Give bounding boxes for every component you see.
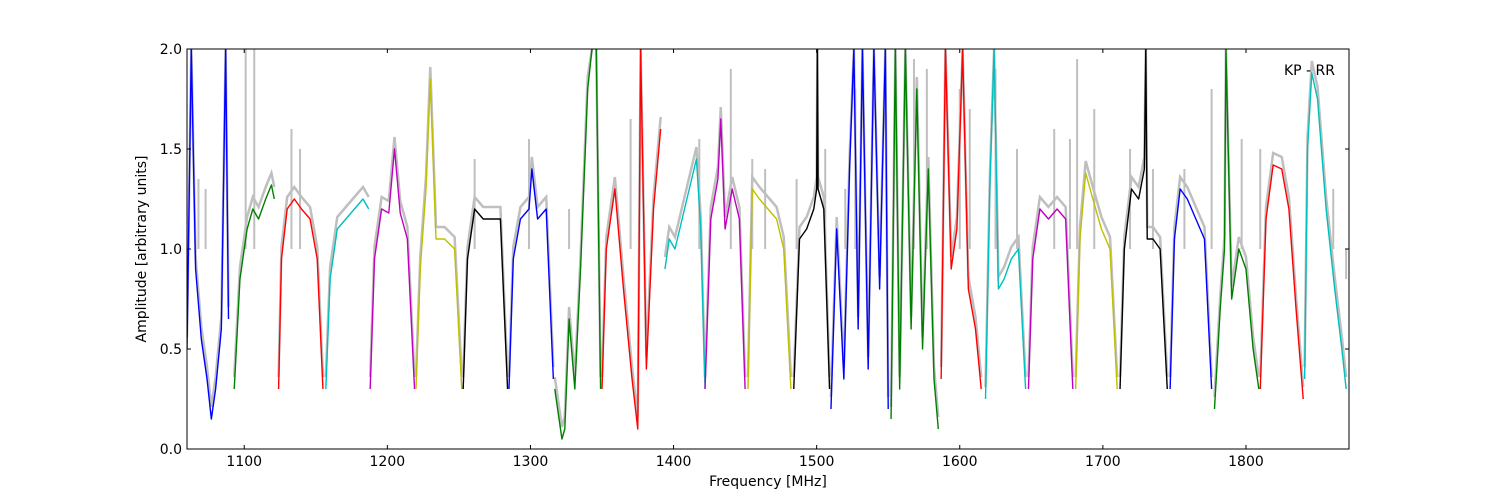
y-tick-label: 1.0 (160, 242, 182, 258)
series-line-24 (1213, 49, 1260, 410)
series-line-14 (747, 188, 792, 390)
x-tick-label: 1500 (799, 454, 835, 470)
reference-trace-segment (324, 184, 370, 378)
reference-trace-segment (703, 106, 747, 378)
series-line-26 (1303, 72, 1347, 390)
reference-trace-segment (1168, 173, 1213, 378)
series-line-19 (984, 49, 1027, 400)
reference-trace-layer (187, 49, 1348, 428)
series-line-4 (325, 198, 370, 390)
series-line-5 (369, 148, 416, 390)
series-line-8 (508, 168, 555, 390)
x-tick-label: 1600 (942, 454, 978, 470)
series-line-7 (462, 208, 509, 390)
series-line-21 (1074, 172, 1118, 390)
series-line-15 (793, 49, 831, 390)
x-axis-label: Frequency [MHz] (709, 474, 827, 490)
plot-annotation: KP - RR (1284, 63, 1335, 79)
series-line-17 (890, 49, 939, 430)
reference-trace-segment (414, 66, 464, 378)
y-axis-label: Amplitude [arbitrary units] (134, 156, 150, 343)
reference-trace-segment (461, 194, 509, 378)
reference-trace-segment (1259, 151, 1305, 388)
series-line-2 (233, 184, 275, 390)
series-line-18 (940, 49, 982, 390)
series-line-6 (415, 78, 463, 390)
reference-trace-segment (507, 156, 555, 378)
reference-trace-segment (277, 184, 325, 378)
reference-trace-segment (746, 173, 793, 378)
reference-trace-segment (984, 49, 1027, 388)
reference-trace-segment (1118, 49, 1169, 378)
series-line-3 (277, 198, 324, 390)
series-line-16 (830, 49, 889, 410)
series-line-20 (1027, 208, 1074, 390)
series-line-10 (595, 49, 602, 390)
series-line-25 (1259, 164, 1304, 400)
series-line-13 (704, 118, 746, 390)
y-tick-label: 1.5 (160, 142, 182, 158)
y-tick-label: 0.0 (160, 442, 182, 458)
x-tick-label: 1300 (513, 454, 549, 470)
series-line-1 (187, 49, 230, 420)
reference-trace-segment (1027, 194, 1075, 378)
series-line-12 (664, 158, 706, 390)
series-layer (187, 49, 1347, 440)
x-tick-label: 1200 (370, 454, 406, 470)
series-line-11 (601, 49, 662, 430)
reference-trace-segment (1074, 160, 1119, 378)
axis-ticks: 1100 1200 1300 1400 1500 1600 1700 1800 0.0 0.5 1.… (160, 42, 1349, 470)
reference-trace-segment (232, 168, 276, 378)
x-tick-label: 1700 (1085, 454, 1121, 470)
x-tick-label: 1800 (1228, 454, 1264, 470)
series-line-9 (554, 49, 593, 440)
series-line-23 (1169, 188, 1213, 390)
series-line-22 (1119, 49, 1168, 390)
y-tick-label: 0.5 (160, 342, 182, 358)
reference-trace-segment (368, 136, 416, 378)
y-tick-label: 2.0 (160, 42, 182, 58)
x-tick-label: 1100 (226, 454, 262, 470)
x-tick-label: 1400 (656, 454, 692, 470)
